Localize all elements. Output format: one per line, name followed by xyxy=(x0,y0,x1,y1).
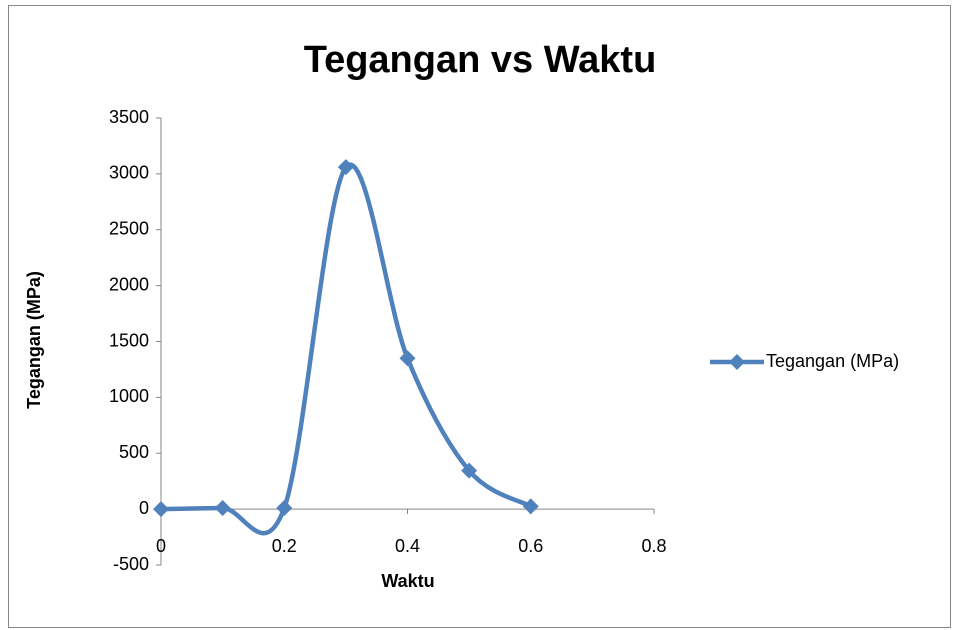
data-point xyxy=(399,350,416,367)
y-tick-label: 0 xyxy=(139,498,149,518)
y-tick-label: 3500 xyxy=(109,107,149,127)
y-tick-label: 2500 xyxy=(109,219,149,239)
y-tick-label: 3000 xyxy=(109,163,149,183)
data-point xyxy=(214,500,231,517)
data-point xyxy=(522,498,539,515)
x-tick-label: 0 xyxy=(156,536,166,556)
data-point xyxy=(153,501,169,518)
x-tick-label: 0.2 xyxy=(272,536,297,556)
legend-marker xyxy=(729,354,745,370)
x-axis-label: Waktu xyxy=(381,571,434,591)
y-tick-label: -500 xyxy=(113,554,149,574)
chart-frame xyxy=(8,5,951,628)
y-axis-label: Tegangan (MPa) xyxy=(24,271,44,409)
y-tick-label: 500 xyxy=(119,442,149,462)
chart-title: Tegangan vs Waktu xyxy=(304,39,657,81)
data-point xyxy=(337,159,354,176)
y-tick-label: 1500 xyxy=(109,330,149,350)
data-point xyxy=(461,462,478,479)
x-tick-label: 0.6 xyxy=(518,536,543,556)
data-point xyxy=(276,500,293,517)
legend-label: Tegangan (MPa) xyxy=(766,351,899,371)
y-tick-label: 2000 xyxy=(109,274,149,294)
x-tick-label: 0.4 xyxy=(395,536,420,556)
x-tick-label: 0.8 xyxy=(641,536,666,556)
y-tick-label: 1000 xyxy=(109,386,149,406)
